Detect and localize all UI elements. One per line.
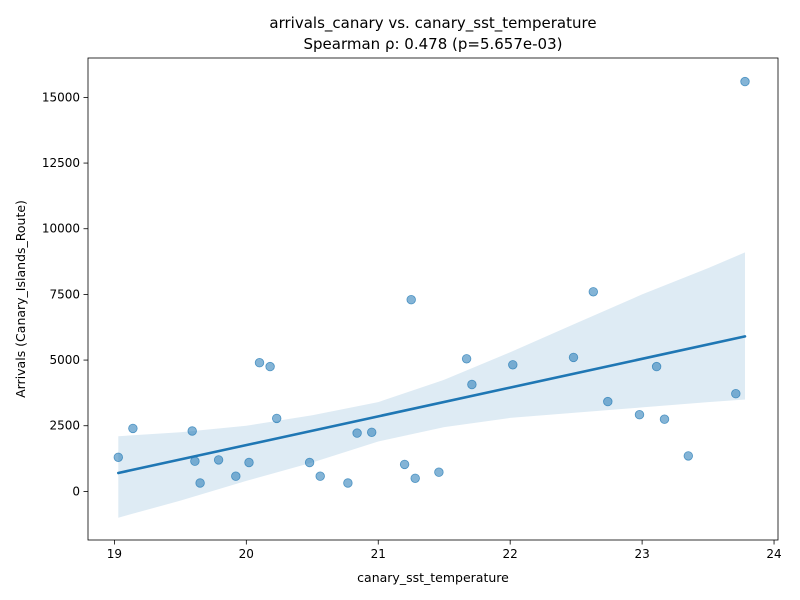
y-tick-label: 12500	[42, 156, 80, 170]
plot-area-frame	[87, 57, 779, 541]
data-point	[568, 352, 579, 363]
data-point	[634, 410, 645, 420]
data-point	[265, 361, 275, 372]
x-axis-label: canary_sst_temperature	[357, 570, 509, 585]
y-tick-label: 15000	[42, 90, 80, 104]
data-point	[659, 414, 670, 424]
x-axis-ticks: 19 20 21 22 23 24	[107, 540, 782, 561]
y-axis-label: Arrivals (Canary_Islands_Route)	[13, 200, 28, 398]
data-point	[406, 295, 416, 305]
data-point	[315, 471, 325, 481]
data-point	[740, 76, 750, 87]
data-point	[244, 457, 254, 468]
data-point	[461, 354, 472, 364]
data-point	[588, 287, 599, 297]
regression-line	[117, 335, 747, 475]
data-point	[272, 413, 282, 424]
y-tick-label: 5000	[49, 353, 80, 367]
x-tick-label: 21	[371, 547, 386, 561]
confidence-band	[118, 252, 746, 518]
data-point	[352, 428, 362, 438]
x-tick-label: 24	[766, 547, 781, 561]
x-tick-label: 20	[239, 547, 254, 561]
data-point	[467, 379, 477, 390]
data-point	[113, 452, 124, 463]
chart-subtitle: Spearman ρ: 0.478 (p=5.657e-03)	[304, 35, 563, 53]
data-point	[367, 427, 377, 438]
data-point	[128, 423, 138, 434]
data-point	[683, 451, 694, 461]
data-point	[187, 426, 197, 436]
data-point	[603, 396, 613, 407]
data-point	[399, 459, 410, 470]
data-point	[410, 473, 420, 484]
x-tick-label: 22	[503, 547, 518, 561]
scatter-points-layer	[113, 76, 750, 488]
regression-line-layer	[117, 335, 747, 475]
data-point	[254, 358, 265, 368]
data-point	[434, 467, 444, 477]
y-axis-ticks: 0 2500 5000 7500 10000 12500 15000	[42, 90, 88, 498]
y-tick-label: 7500	[49, 287, 80, 301]
data-point	[213, 455, 224, 465]
chart-title: arrivals_canary vs. canary_sst_temperatu…	[269, 14, 596, 33]
x-tick-label: 23	[634, 547, 649, 561]
y-tick-label: 0	[72, 484, 80, 498]
data-point	[195, 478, 205, 488]
confidence-band-layer	[118, 252, 746, 518]
data-point	[231, 471, 241, 481]
data-point	[343, 478, 353, 488]
x-tick-label: 19	[107, 547, 122, 561]
y-tick-label: 10000	[42, 222, 80, 236]
data-point	[651, 361, 662, 372]
data-point	[304, 457, 315, 468]
y-tick-label: 2500	[49, 419, 80, 433]
data-point	[508, 360, 518, 370]
data-point	[731, 389, 741, 399]
